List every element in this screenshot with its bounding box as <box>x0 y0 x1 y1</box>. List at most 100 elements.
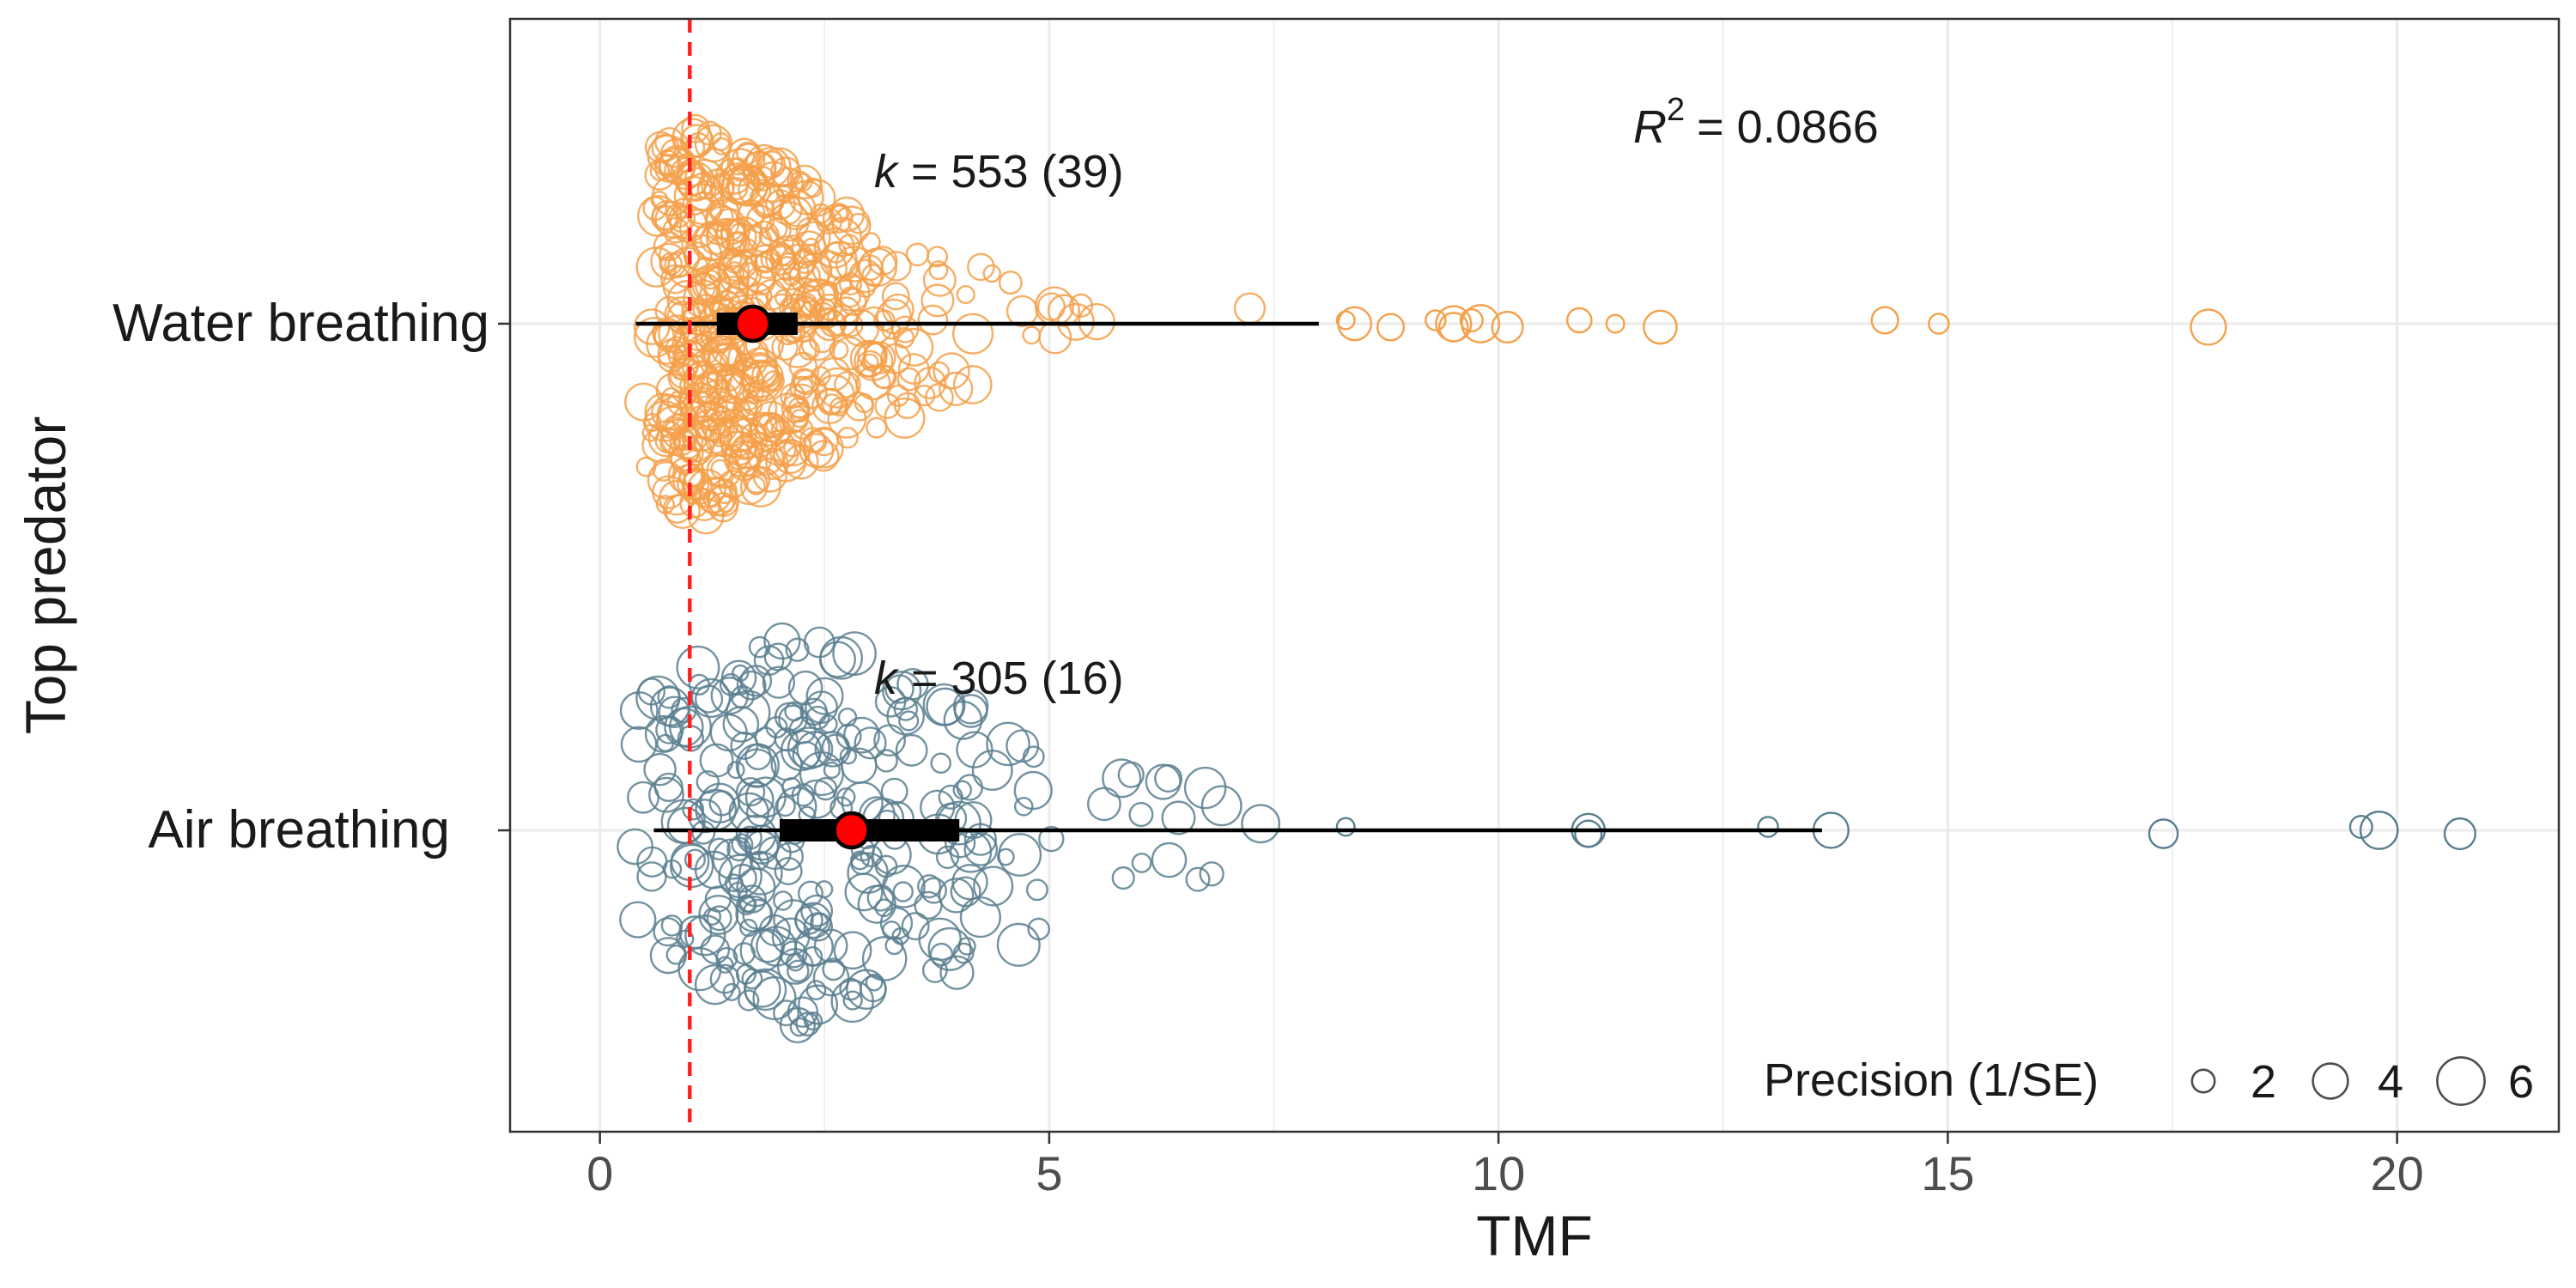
data-point <box>952 780 973 800</box>
data-point <box>647 460 686 500</box>
data-point <box>729 249 758 279</box>
air-breathing-points <box>617 622 2476 1043</box>
legend-key-label: 2 <box>2251 1056 2276 1108</box>
data-point <box>635 246 677 288</box>
data-point <box>1005 729 1040 763</box>
data-point <box>765 189 796 221</box>
data-point <box>720 148 760 187</box>
data-point <box>822 216 862 258</box>
data-point <box>922 263 957 297</box>
data-point <box>1870 306 1899 335</box>
r-symbol: R <box>1633 101 1667 153</box>
data-point <box>926 687 964 726</box>
data-point <box>802 177 823 198</box>
data-point <box>738 989 760 1012</box>
data-point <box>659 147 696 185</box>
data-point <box>884 397 926 439</box>
data-point <box>718 469 748 499</box>
data-point <box>647 419 686 458</box>
data-point <box>795 1012 821 1037</box>
data-point <box>2148 818 2179 849</box>
data-point <box>741 968 763 990</box>
data-point <box>876 298 912 335</box>
data-point <box>803 1012 823 1031</box>
data-point <box>692 487 710 505</box>
data-point <box>745 143 783 182</box>
data-point <box>939 955 975 990</box>
data-point <box>1047 294 1081 327</box>
data-point <box>669 843 714 889</box>
data-point <box>927 927 972 971</box>
k-value: = 305 (16) <box>911 653 1124 704</box>
data-point <box>1337 306 1373 342</box>
data-point <box>1335 817 1356 837</box>
data-point <box>778 704 808 735</box>
data-point <box>1491 310 1524 344</box>
data-point <box>917 304 949 336</box>
legend-key-label: 6 <box>2508 1056 2534 1108</box>
data-point <box>810 912 829 932</box>
data-point <box>1078 302 1115 341</box>
data-point <box>1241 804 1281 844</box>
data-point <box>706 217 748 260</box>
data-point <box>664 296 702 334</box>
data-point <box>930 752 952 775</box>
y-tick-label: Water breathing <box>112 294 489 353</box>
data-point <box>744 968 787 1012</box>
data-point <box>1461 304 1501 343</box>
data-point <box>1038 825 1065 853</box>
data-point <box>814 207 835 228</box>
data-point <box>624 382 664 422</box>
data-point <box>648 776 684 813</box>
data-point <box>722 982 741 1002</box>
data-point <box>1183 766 1227 810</box>
data-point <box>696 769 720 794</box>
data-point <box>654 126 684 157</box>
data-point <box>746 476 766 495</box>
data-point <box>681 354 708 380</box>
data-point <box>700 934 731 965</box>
data-point <box>998 270 1023 295</box>
data-point <box>636 861 667 892</box>
data-point <box>659 252 683 276</box>
mean-estimate-point <box>832 811 871 850</box>
data-point <box>796 779 836 819</box>
data-point <box>823 761 841 780</box>
data-point <box>657 685 681 709</box>
data-point <box>1199 861 1224 887</box>
data-point <box>1605 313 1625 334</box>
data-point <box>1102 758 1142 799</box>
data-point <box>735 814 777 856</box>
data-point <box>842 990 863 1011</box>
data-point <box>787 996 819 1028</box>
data-point <box>776 947 814 985</box>
data-point <box>660 799 706 844</box>
data-point <box>786 952 805 972</box>
data-point <box>807 440 840 472</box>
data-point <box>1161 800 1196 835</box>
data-point <box>1128 802 1154 828</box>
data-point <box>754 726 777 749</box>
data-point <box>822 203 854 234</box>
data-point <box>667 204 696 234</box>
data-point <box>884 674 914 704</box>
data-point <box>866 416 888 439</box>
data-point <box>789 401 811 423</box>
plot-panel <box>510 19 2559 1132</box>
data-point <box>829 196 866 233</box>
data-point <box>694 964 736 1005</box>
data-point <box>1022 325 1042 345</box>
data-point <box>920 877 947 904</box>
data-point <box>917 874 942 899</box>
data-point <box>866 884 895 912</box>
r-superscript: 2 <box>1667 92 1685 128</box>
data-point <box>2190 308 2227 346</box>
data-point <box>762 665 796 699</box>
data-point <box>701 168 735 204</box>
data-point <box>865 973 884 992</box>
data-point <box>860 232 881 252</box>
data-point <box>654 200 693 239</box>
data-point <box>799 697 828 726</box>
data-point <box>973 866 1014 907</box>
data-point <box>671 696 697 724</box>
